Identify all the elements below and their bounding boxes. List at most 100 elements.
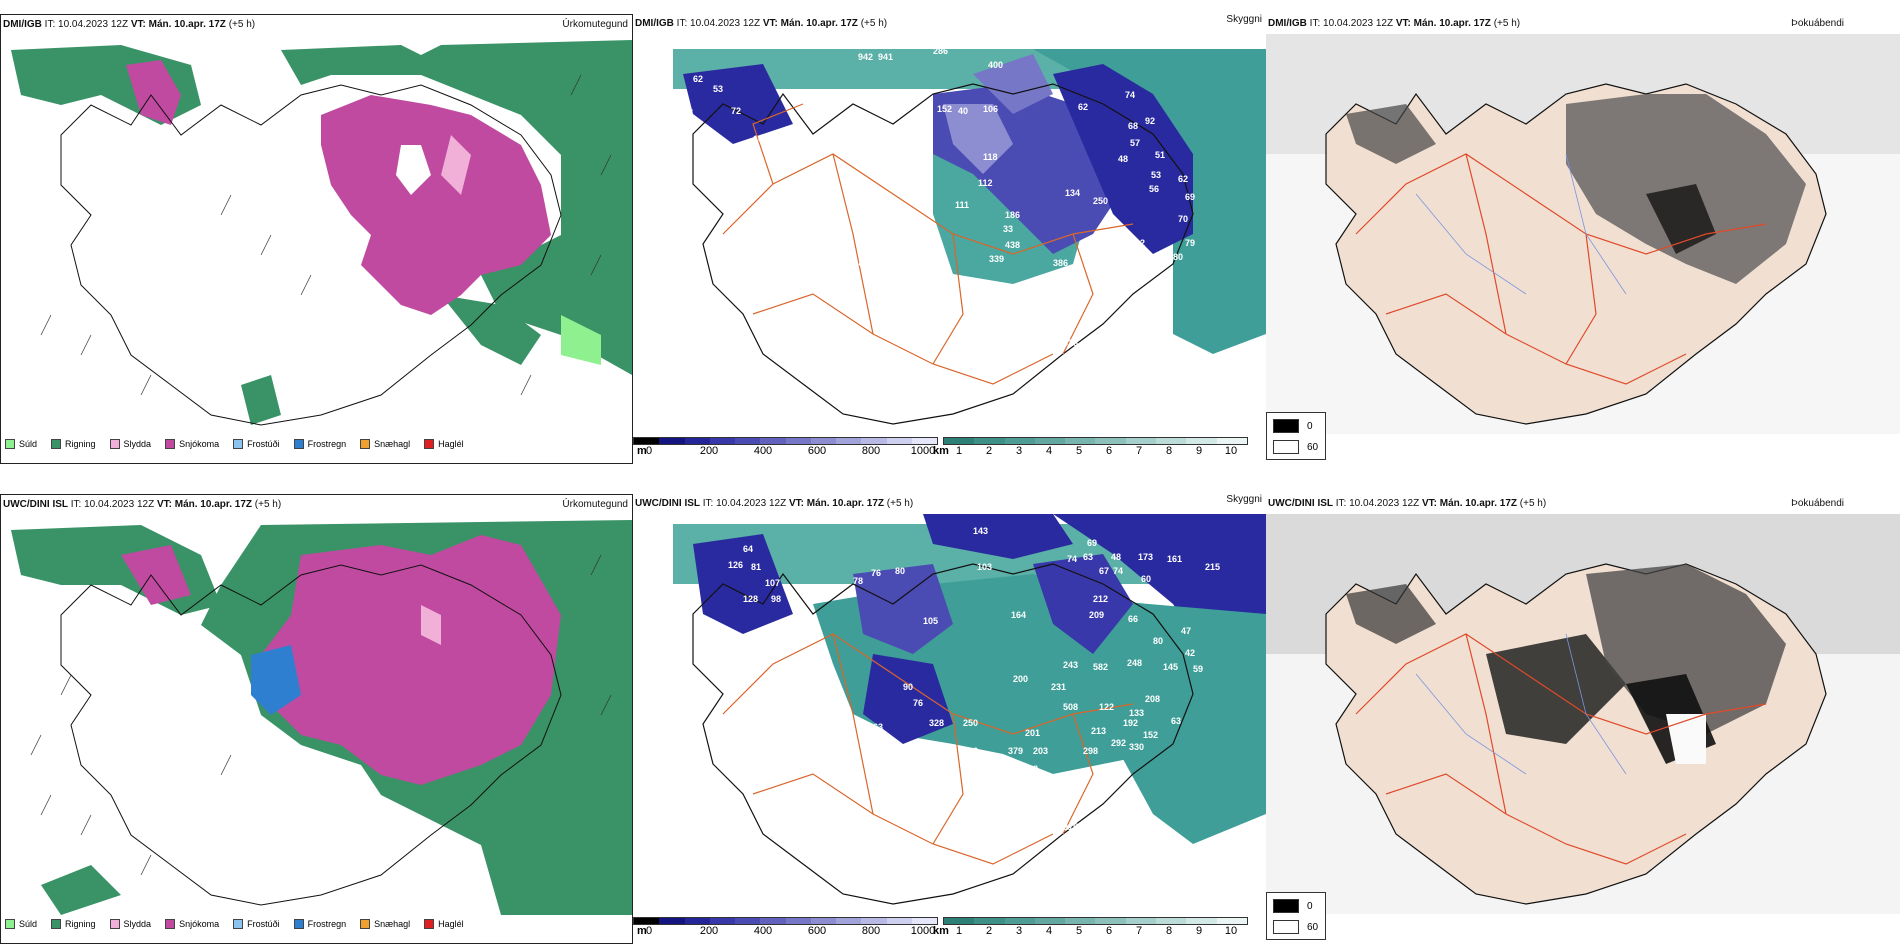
ceiling-number: 298 xyxy=(1111,254,1126,264)
legend-swatch xyxy=(360,919,371,929)
ceiling-number: 212 xyxy=(1093,594,1108,604)
scale-cell xyxy=(836,438,862,444)
ceiling-number: 68 xyxy=(1128,121,1138,131)
fog-legend-row: 60 xyxy=(1273,920,1318,934)
scale-label: 7 xyxy=(1135,925,1143,937)
ceiling-number: 328 xyxy=(929,718,944,728)
precip-map-dmi xyxy=(1,35,632,435)
ceiling-number: 62 xyxy=(1078,102,1088,112)
legend-item-snjokoma: Snjókoma xyxy=(165,439,219,449)
ceiling-number: 80 xyxy=(1173,252,1183,262)
ceiling-number: 298 xyxy=(1083,746,1098,756)
legend-swatch xyxy=(233,919,244,929)
legend-item-rigning: Rigning xyxy=(51,919,96,929)
ceiling-number: 766 xyxy=(858,240,873,250)
ceiling-number: 72 xyxy=(873,394,883,404)
scale-cell xyxy=(760,918,786,924)
legend-swatch xyxy=(165,439,176,449)
fog-panel-uwc: UWC/DINI ISL IT: 10.04.2023 12Z VT: Mán.… xyxy=(1266,494,1900,944)
visibility-scale-labels: km 1 2 3 4 5 6 7 8 9 10 xyxy=(933,925,1248,937)
ceiling-number: 105 xyxy=(923,616,938,626)
ceiling-number: 20 xyxy=(1069,840,1079,850)
scale-label: 1 xyxy=(955,445,963,457)
scale-label: 1000 xyxy=(910,925,936,937)
scale-cell xyxy=(709,918,735,924)
scale-cell xyxy=(1095,438,1126,444)
ceiling-number: 92 xyxy=(1135,238,1145,248)
precip-map-uwc xyxy=(1,515,632,915)
precip-panel-dmi: DMI/IGB IT: 10.04.2023 12Z VT: Mán. 10.a… xyxy=(0,14,633,464)
legend-item-haglel: Haglél xyxy=(424,919,464,929)
scale-cell xyxy=(735,438,761,444)
ceiling-number: 103 xyxy=(977,562,992,572)
ceiling-number: 209 xyxy=(1089,610,1104,620)
scale-cell xyxy=(659,918,685,924)
ceiling-number: 330 xyxy=(1129,742,1144,752)
ceiling-numbers-uwc: 143 69 74 63 48 173 161 215 67 74 60 51 … xyxy=(728,526,1220,886)
scale-cell xyxy=(1065,918,1096,924)
ceiling-number: 107 xyxy=(765,578,780,588)
ceiling-number: 118 xyxy=(849,258,864,268)
scale-label: 0 xyxy=(645,925,653,937)
fog-legend-swatch xyxy=(1273,920,1299,934)
ceiling-number: 40 xyxy=(958,106,968,116)
legend-item-sudl: Súld xyxy=(5,919,37,929)
ceiling-number: 286 xyxy=(933,46,948,56)
ceiling-number: 122 xyxy=(1099,702,1114,712)
legend-item-snaehagl: Snæhagl xyxy=(360,919,410,929)
visibility-scale-cells xyxy=(943,917,1248,925)
fog-label-uwc: Þokuábendi xyxy=(1791,498,1844,509)
ceiling-number: 90 xyxy=(903,682,913,692)
scale-cell xyxy=(1065,438,1096,444)
legend-swatch xyxy=(293,919,304,929)
scale-label: 0 xyxy=(645,445,653,457)
scale-label: 4 xyxy=(1045,925,1053,937)
ceiling-number: 63 xyxy=(1171,716,1181,726)
ceiling-number: 126 xyxy=(728,560,743,570)
ceiling-number: 69 xyxy=(1185,192,1195,202)
fog-map-uwc xyxy=(1266,514,1900,914)
ceiling-number: 48 xyxy=(1111,552,1121,562)
scale-cell xyxy=(634,918,660,924)
ceiling-map-dmi: 62 53 72 77 103 942 941 286 400 74 152 4… xyxy=(633,34,1266,434)
scale-cell xyxy=(886,918,912,924)
precip-map-svg-dmi xyxy=(11,40,632,426)
ceiling-number: 134 xyxy=(1065,188,1080,198)
ceiling-number: 53 xyxy=(713,84,723,94)
scale-cell xyxy=(1216,918,1247,924)
ceiling-number: 186 xyxy=(1005,210,1020,220)
ceiling-number: 243 xyxy=(1063,660,1078,670)
legend-item-sudl: Súld xyxy=(5,439,37,449)
scale-label: 5 xyxy=(1075,925,1083,937)
legend-swatch xyxy=(51,919,62,929)
legend-item-frostregn: Frostregn xyxy=(293,439,346,449)
scale-label: 7 xyxy=(1135,445,1143,457)
ceiling-number: 292 xyxy=(1111,738,1126,748)
ceiling-number: 74 xyxy=(908,116,918,126)
scale-label: 9 xyxy=(1195,445,1203,457)
legend-item-snaehagl: Snæhagl xyxy=(360,439,410,449)
scale-label: 600 xyxy=(807,925,827,937)
legend-swatch xyxy=(165,919,176,929)
legend-swatch xyxy=(5,439,15,449)
legend-item-frostudi: Frostúði xyxy=(233,439,280,449)
ceiling-number: 250 xyxy=(963,718,978,728)
ceiling-number: 438 xyxy=(1005,240,1020,250)
ceiling-number: 112 xyxy=(978,178,993,188)
scale-label: 6 xyxy=(1105,445,1113,457)
visibility-scale-labels: km 1 2 3 4 5 6 7 8 9 10 xyxy=(933,445,1248,457)
scale-cell xyxy=(1125,918,1157,924)
scale-label: 3 xyxy=(1015,925,1023,937)
fog-title-uwc: UWC/DINI ISL IT: 10.04.2023 12Z VT: Mán.… xyxy=(1268,498,1547,509)
ceiling-number: 213 xyxy=(1091,726,1106,736)
ceiling-number: 942 xyxy=(858,52,873,62)
ceiling-scale-labels: m 0 200 400 600 800 1000 xyxy=(633,925,938,937)
scale-cell xyxy=(810,918,836,924)
scale-label: 600 xyxy=(807,445,827,457)
scale-cell xyxy=(760,438,786,444)
scale-cell xyxy=(684,438,710,444)
ceiling-number: 941 xyxy=(878,52,893,62)
scale-label: 5 xyxy=(1075,445,1083,457)
ceiling-number: 57 xyxy=(1130,138,1140,148)
